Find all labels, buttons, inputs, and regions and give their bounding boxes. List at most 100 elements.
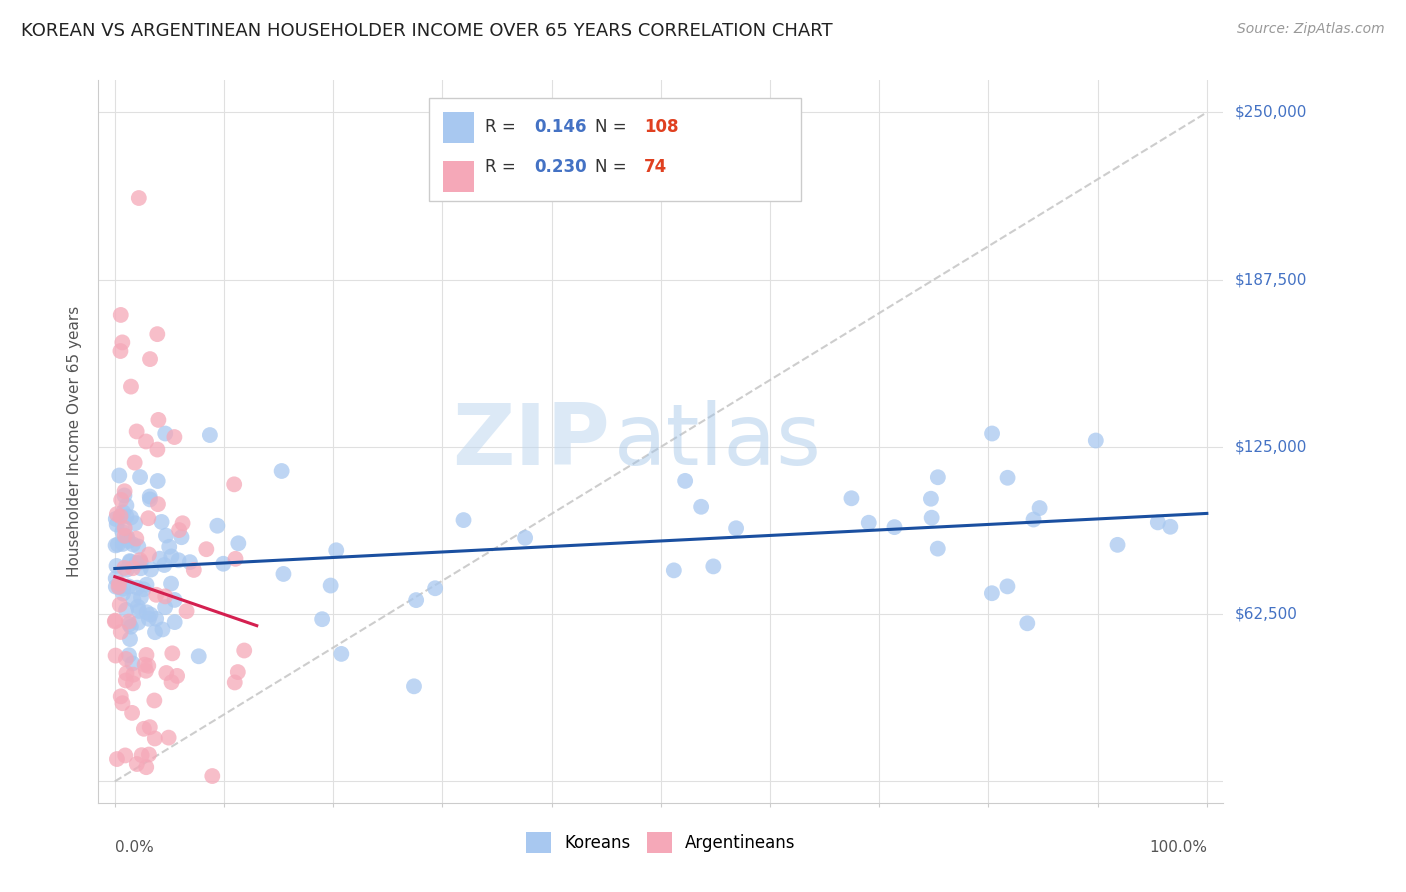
Point bbox=[104, 538, 127, 552]
Point bbox=[212, 557, 235, 571]
Point bbox=[120, 379, 142, 393]
Text: R =: R = bbox=[485, 158, 522, 176]
Point bbox=[139, 490, 162, 504]
Point bbox=[858, 516, 880, 530]
Point bbox=[273, 566, 295, 581]
Point bbox=[134, 657, 156, 672]
Point bbox=[114, 529, 136, 543]
Point bbox=[152, 623, 174, 637]
Point bbox=[183, 563, 205, 577]
Point bbox=[207, 518, 229, 533]
Point bbox=[224, 675, 246, 690]
Point bbox=[104, 615, 127, 629]
Point bbox=[311, 612, 333, 626]
Point bbox=[122, 592, 145, 607]
Point bbox=[176, 604, 198, 618]
Point bbox=[673, 474, 696, 488]
Point bbox=[104, 512, 127, 526]
Point bbox=[111, 537, 134, 551]
Point bbox=[110, 344, 132, 359]
Point bbox=[1022, 512, 1045, 526]
Point bbox=[138, 548, 160, 562]
Point bbox=[155, 528, 177, 542]
Point bbox=[170, 530, 193, 544]
Point bbox=[135, 664, 157, 678]
Point bbox=[111, 524, 134, 539]
Point bbox=[132, 582, 155, 597]
Point bbox=[187, 649, 209, 664]
Point bbox=[155, 665, 177, 680]
Point bbox=[146, 442, 169, 457]
Point bbox=[136, 658, 159, 673]
Point bbox=[128, 604, 150, 618]
Point bbox=[981, 426, 1004, 441]
Point bbox=[166, 669, 188, 683]
Point bbox=[110, 690, 132, 704]
Point bbox=[122, 676, 145, 690]
Point bbox=[148, 413, 170, 427]
Point bbox=[107, 580, 129, 594]
Point bbox=[330, 647, 353, 661]
Point bbox=[160, 576, 183, 591]
Point bbox=[153, 600, 176, 615]
Point bbox=[146, 474, 169, 488]
Point bbox=[997, 471, 1019, 485]
Point bbox=[927, 541, 949, 556]
Point bbox=[125, 532, 148, 546]
Point bbox=[120, 555, 142, 569]
Point bbox=[149, 551, 172, 566]
Point bbox=[111, 335, 134, 350]
Point bbox=[115, 509, 138, 524]
Point bbox=[139, 492, 162, 507]
Point bbox=[115, 603, 138, 617]
Point bbox=[402, 679, 425, 693]
Point bbox=[108, 598, 131, 612]
Point bbox=[122, 667, 145, 681]
Point bbox=[139, 562, 162, 576]
Text: Source: ZipAtlas.com: Source: ZipAtlas.com bbox=[1237, 22, 1385, 37]
Point bbox=[105, 752, 128, 766]
Point bbox=[112, 586, 135, 600]
Point bbox=[110, 308, 132, 322]
Point bbox=[423, 581, 446, 595]
Point bbox=[125, 581, 148, 595]
Point bbox=[118, 617, 141, 632]
Point bbox=[146, 327, 169, 342]
Point bbox=[111, 696, 134, 710]
Point bbox=[128, 191, 150, 205]
Text: $250,000: $250,000 bbox=[1234, 105, 1306, 120]
Point bbox=[146, 497, 169, 511]
Point bbox=[1084, 434, 1107, 448]
Point bbox=[110, 509, 132, 524]
Text: N =: N = bbox=[595, 158, 631, 176]
Point bbox=[105, 558, 128, 573]
Point bbox=[513, 531, 536, 545]
Point bbox=[136, 511, 159, 525]
Point bbox=[138, 612, 160, 626]
Point bbox=[107, 537, 129, 551]
Point bbox=[135, 434, 157, 449]
Point bbox=[135, 760, 157, 774]
Point bbox=[1159, 520, 1181, 534]
Point bbox=[129, 555, 152, 569]
Point bbox=[157, 731, 180, 745]
Point bbox=[118, 554, 141, 568]
Point bbox=[135, 648, 157, 662]
Text: 0.0%: 0.0% bbox=[115, 840, 153, 855]
Point bbox=[841, 491, 863, 506]
Point bbox=[120, 620, 142, 634]
Point bbox=[104, 571, 127, 585]
Point bbox=[112, 505, 135, 519]
Point bbox=[997, 579, 1019, 593]
Point bbox=[121, 706, 143, 720]
Point bbox=[453, 513, 475, 527]
Point bbox=[121, 657, 143, 671]
Point bbox=[662, 563, 685, 577]
Point bbox=[201, 769, 224, 783]
Point bbox=[110, 492, 132, 507]
Point bbox=[195, 542, 218, 557]
Point bbox=[104, 614, 127, 628]
Point bbox=[145, 588, 167, 602]
Point bbox=[131, 748, 153, 763]
Point bbox=[118, 632, 141, 646]
